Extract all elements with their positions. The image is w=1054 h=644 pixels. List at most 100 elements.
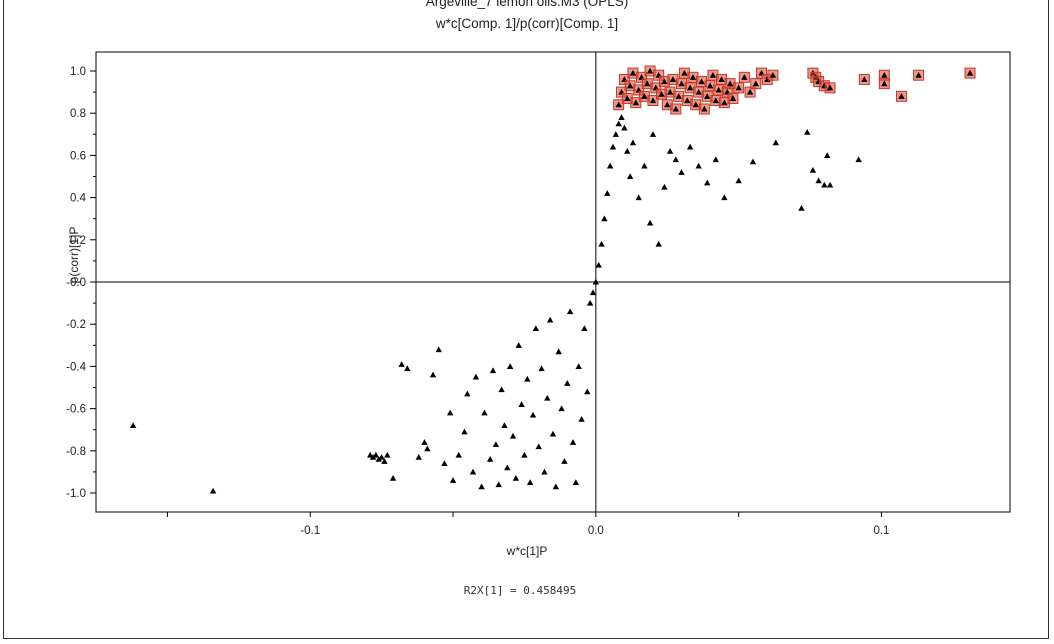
data-point [441, 460, 448, 467]
data-point [646, 219, 654, 226]
y-tick-label: 0.2 [70, 235, 86, 247]
data-point [729, 95, 737, 101]
data-point [129, 422, 137, 429]
data-point [966, 69, 974, 76]
data-point [472, 373, 480, 380]
data-point [661, 78, 668, 85]
data-point [589, 289, 597, 296]
data-point [535, 443, 542, 450]
data-point [378, 453, 385, 460]
data-point [804, 128, 811, 135]
data-point [509, 432, 517, 439]
data-point [809, 166, 817, 173]
data-point [478, 483, 485, 490]
data-point [826, 84, 834, 91]
data-point [752, 80, 759, 87]
y-axis-label: p(corr)[1]P [67, 226, 81, 284]
data-point [706, 82, 714, 89]
data-point [684, 97, 691, 104]
data-point [595, 261, 602, 268]
data-point [369, 453, 377, 460]
data-point [675, 93, 682, 99]
y-tick-label: -1.0 [66, 488, 86, 500]
y-tick-label: 1.0 [70, 66, 86, 78]
x-tick-label: -0.1 [300, 525, 320, 537]
data-point [626, 82, 634, 89]
data-point [461, 428, 468, 435]
data-point [669, 76, 677, 82]
data-point [749, 158, 757, 165]
data-point [721, 99, 728, 106]
data-point [435, 346, 442, 353]
data-point [592, 278, 600, 285]
data-point [646, 67, 654, 74]
data-point [655, 240, 662, 247]
data-point [898, 93, 905, 99]
data-point [541, 468, 548, 475]
data-point [704, 93, 711, 99]
y-tick-label: -0.6 [66, 404, 86, 416]
y-tick-label: -0.8 [66, 446, 86, 458]
data-point [526, 479, 534, 486]
data-point [649, 97, 657, 104]
data-point [672, 156, 680, 163]
data-point [621, 124, 628, 131]
data-point [664, 101, 671, 108]
data-point [678, 80, 685, 87]
data-point [624, 147, 631, 154]
data-point [552, 483, 560, 490]
data-point [681, 69, 688, 76]
data-point [641, 162, 648, 169]
data-point [524, 375, 531, 382]
data-point [586, 299, 594, 306]
data-point [612, 131, 620, 137]
chart-title: Argeville_7 lemon oils.M3 (OPLS) [425, 0, 629, 9]
data-point [389, 475, 397, 481]
data-point [538, 365, 545, 372]
data-point [689, 74, 697, 80]
data-point [572, 479, 580, 486]
data-point [746, 88, 754, 95]
data-point [629, 69, 637, 76]
data-point [615, 120, 622, 127]
data-point [721, 194, 728, 201]
data-point [532, 325, 540, 331]
data-point [626, 173, 634, 180]
data-point [486, 456, 494, 462]
data-point [798, 204, 805, 211]
data-point [686, 84, 694, 91]
data-point [381, 458, 388, 464]
data-point [826, 181, 834, 188]
data-point [404, 365, 411, 372]
data-point [558, 405, 565, 412]
data-point [581, 325, 588, 331]
data-point [578, 415, 585, 422]
data-point [429, 371, 437, 378]
data-point [632, 99, 640, 106]
data-point [367, 451, 374, 458]
data-point [718, 76, 725, 82]
data-point [566, 308, 574, 315]
data-point [881, 80, 888, 87]
y-tick-label: -0.2 [66, 319, 86, 331]
data-point [772, 139, 779, 146]
x-tick-label: 0.0 [588, 525, 604, 537]
data-point [421, 439, 428, 445]
data-point [629, 139, 637, 146]
data-point [575, 363, 582, 369]
data-point [209, 487, 217, 494]
data-point [529, 411, 537, 418]
data-point [635, 194, 642, 201]
chart-subtitle: w*c[Comp. 1]/p(corr)[Comp. 1] [435, 16, 619, 31]
data-point [735, 177, 742, 184]
data-point [501, 422, 508, 429]
data-point [735, 84, 742, 91]
data-point [372, 451, 380, 458]
data-point [464, 390, 471, 397]
data-point [618, 114, 625, 120]
data-point [469, 468, 477, 475]
data-point [824, 152, 831, 158]
data-point [601, 215, 608, 222]
data-point [446, 409, 454, 416]
